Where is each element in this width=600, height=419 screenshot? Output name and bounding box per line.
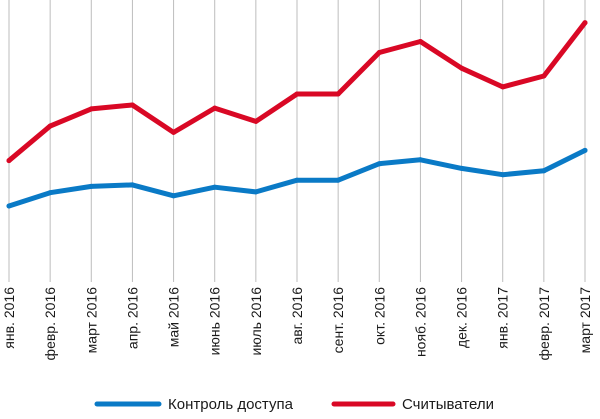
data-point — [376, 161, 382, 167]
data-point — [294, 177, 300, 183]
data-point — [129, 102, 135, 108]
x-tick-label: янв. 2016 — [1, 287, 17, 349]
data-point — [335, 91, 341, 97]
x-tick-label: март 2017 — [577, 287, 593, 354]
x-tick-label: февр. 2017 — [536, 287, 552, 361]
legend-label: Считыватели — [402, 396, 494, 413]
data-point — [294, 91, 300, 97]
data-point — [335, 177, 341, 183]
data-point — [6, 203, 12, 209]
x-tick-label: июнь 2016 — [207, 287, 223, 356]
series-lines — [6, 20, 588, 209]
data-point — [6, 158, 12, 164]
data-point — [500, 172, 506, 178]
x-tick-label: май 2016 — [166, 287, 182, 347]
data-point — [582, 147, 588, 153]
data-point — [582, 20, 588, 26]
data-point — [47, 190, 53, 196]
x-tick-label: июль 2016 — [248, 287, 264, 356]
data-point — [417, 157, 423, 163]
data-point — [129, 182, 135, 188]
data-point — [253, 189, 259, 195]
x-tick-label: сент. 2016 — [330, 287, 346, 354]
data-point — [212, 105, 218, 111]
x-tick-label: март 2016 — [83, 287, 99, 354]
gridlines — [8, 0, 586, 282]
x-axis-tick-labels: янв. 2016 февр. 2016 март 2016 апр. 2016 май… — [1, 287, 593, 361]
data-point — [171, 193, 177, 199]
data-point — [253, 118, 259, 124]
x-tick-label: янв. 2017 — [495, 287, 511, 349]
legend-item: Контроль доступа — [94, 396, 294, 413]
data-point — [47, 123, 53, 129]
data-point — [212, 184, 218, 190]
data-point — [88, 183, 94, 189]
data-point — [376, 50, 382, 55]
data-point — [88, 106, 94, 112]
x-tick-label: дек. 2016 — [454, 287, 470, 348]
x-tick-label: окт. 2016 — [371, 287, 387, 345]
data-point — [417, 39, 423, 44]
data-point — [541, 168, 547, 174]
x-tick-label: февр. 2016 — [42, 287, 58, 361]
legend: Контроль доступа Считыватели — [94, 396, 494, 413]
x-tick-label: авг. 2016 — [289, 287, 305, 345]
data-point — [459, 65, 465, 71]
data-point — [459, 165, 465, 171]
legend-label: Контроль доступа — [168, 396, 294, 413]
x-tick-label: апр. 2016 — [124, 287, 140, 349]
data-point — [500, 84, 506, 90]
data-point — [171, 129, 177, 135]
legend-item: Считыватели — [331, 396, 494, 413]
data-point — [541, 73, 547, 79]
x-tick-label: нояб. 2016 — [412, 287, 428, 357]
